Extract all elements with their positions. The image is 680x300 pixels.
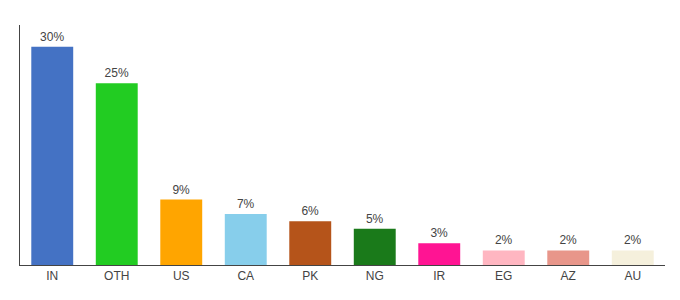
svg-text:OTH: OTH <box>104 269 129 283</box>
svg-text:2%: 2% <box>559 233 577 247</box>
svg-text:EG: EG <box>495 269 512 283</box>
svg-text:6%: 6% <box>301 204 319 218</box>
svg-text:AU: AU <box>624 269 641 283</box>
svg-text:NG: NG <box>366 269 384 283</box>
svg-text:2%: 2% <box>495 233 513 247</box>
svg-text:25%: 25% <box>105 66 129 80</box>
svg-text:AZ: AZ <box>561 269 576 283</box>
svg-text:IR: IR <box>433 269 445 283</box>
svg-text:5%: 5% <box>366 212 384 226</box>
svg-text:9%: 9% <box>172 183 190 197</box>
svg-text:3%: 3% <box>430 226 448 240</box>
svg-text:IN: IN <box>46 269 58 283</box>
svg-text:7%: 7% <box>237 197 255 211</box>
svg-text:30%: 30% <box>40 30 64 44</box>
svg-text:PK: PK <box>302 269 318 283</box>
svg-text:2%: 2% <box>624 233 642 247</box>
svg-text:CA: CA <box>237 269 254 283</box>
svg-text:US: US <box>173 269 190 283</box>
